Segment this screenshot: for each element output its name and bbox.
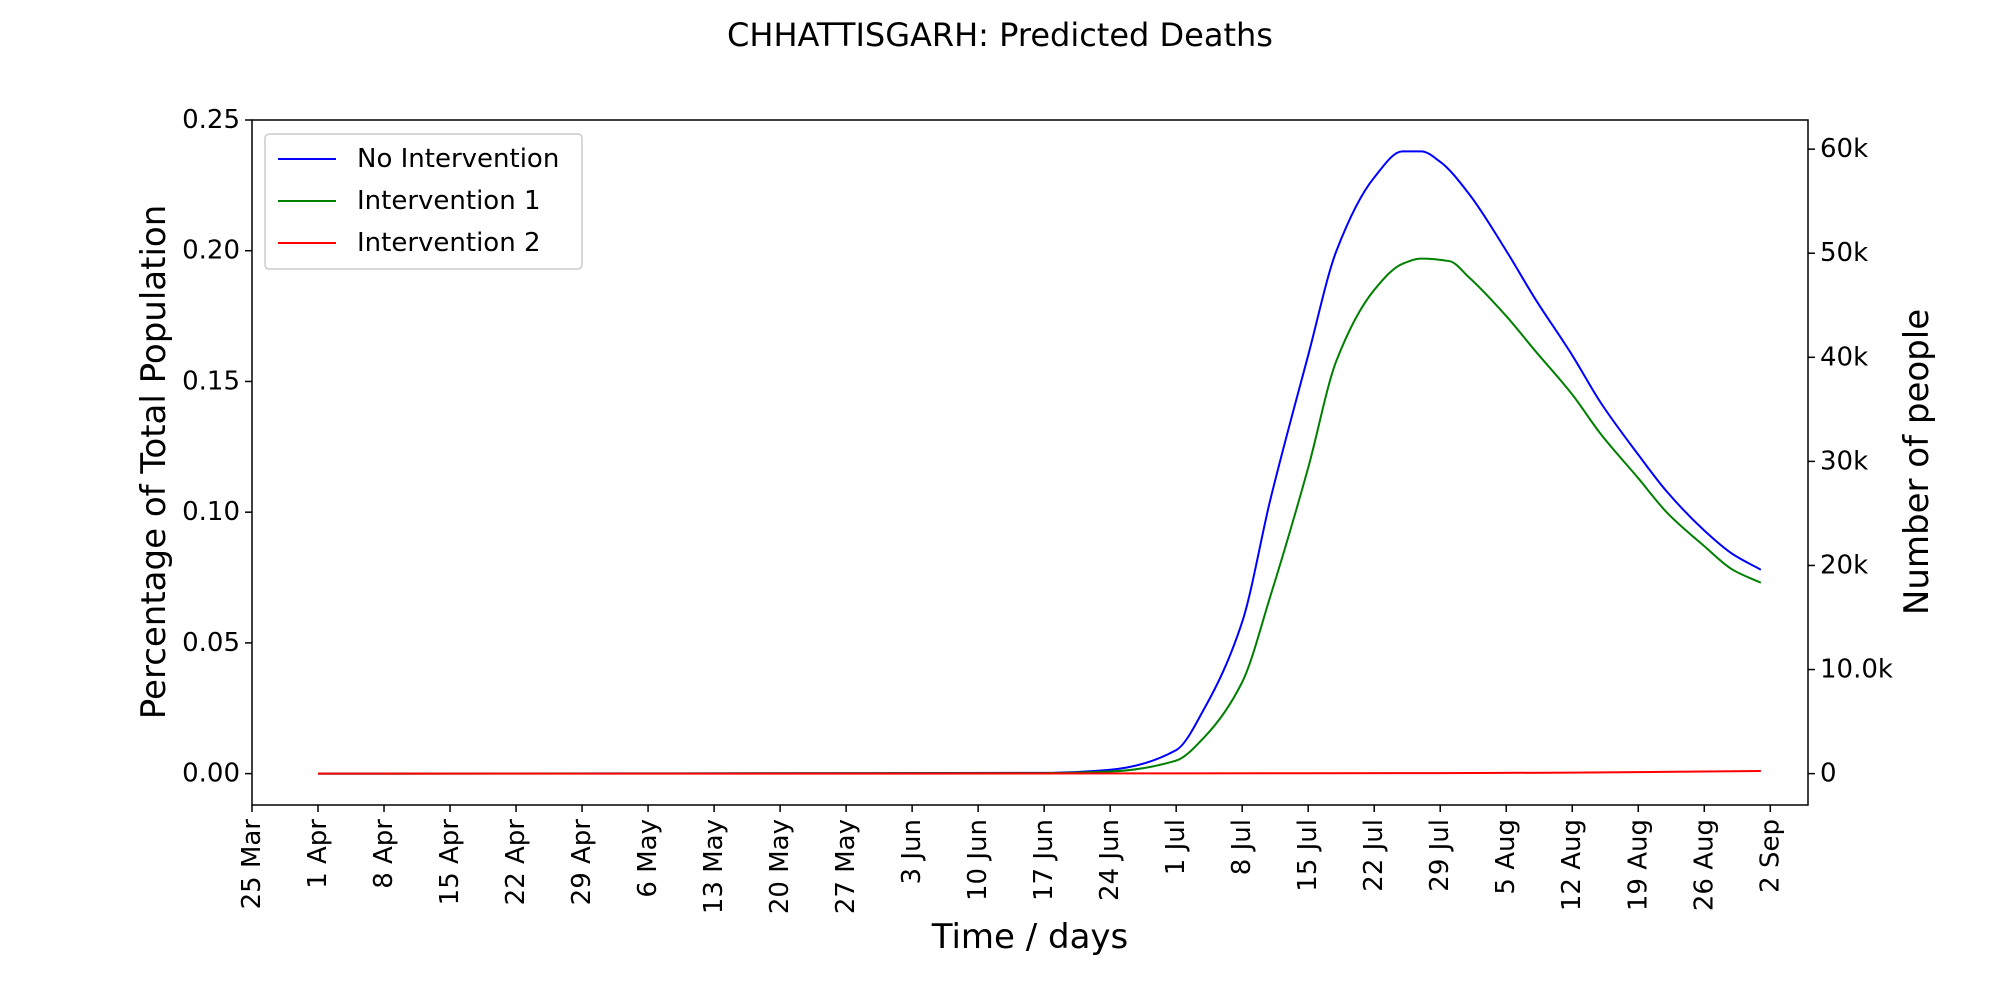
y2-tick-label: 10.0k	[1820, 655, 1893, 685]
x-tick-label: 15 Jul	[1293, 819, 1323, 892]
x-tick-label: 25 Mar	[237, 819, 267, 910]
legend-items: No Intervention Intervention 1 Interventio…	[278, 144, 559, 258]
legend-label-no-intervention: No Intervention	[357, 144, 559, 174]
x-tick-label: 1 Jul	[1161, 819, 1191, 875]
y-axis-label: Percentage of Total Population	[134, 205, 174, 720]
x-tick-label: 12 Aug	[1557, 819, 1587, 911]
legend-label-intervention-2: Intervention 2	[357, 228, 541, 258]
x-axis-label: Time / days	[931, 917, 1129, 957]
plot-frame	[251, 119, 1809, 806]
y2-tick-label: 40k	[1820, 342, 1868, 372]
x-tick-label: 8 Jul	[1227, 819, 1257, 875]
x-tick-label: 22 Apr	[501, 819, 531, 906]
y-axis: 0.00 0.05 0.10 0.15 0.20 0.25	[182, 105, 252, 789]
y2-tick-label: 50k	[1820, 238, 1868, 268]
legend-box	[264, 133, 583, 270]
legend: No Intervention Intervention 1 Interventio…	[264, 133, 583, 270]
x-tick-label: 29 Apr	[567, 819, 597, 906]
y-tick-label: 0.20	[182, 236, 240, 266]
secondary-y-axis: 0 10.0k 20k 30k 40k 50k 60k	[1808, 134, 1893, 789]
series-line-no-intervention	[318, 150, 1762, 775]
x-tick-label: 5 Aug	[1491, 819, 1521, 895]
x-tick-label: 29 Jul	[1425, 819, 1455, 892]
x-tick-label: 10 Jun	[963, 819, 993, 901]
y-tick-label: 0.05	[182, 628, 240, 658]
y-tick-label: 0.00	[182, 759, 240, 789]
x-axis: 25 Mar 1 Apr 8 Apr 15 Apr 22 Apr 29 Apr 6 May 1…	[237, 805, 1785, 914]
y2-tick-label: 60k	[1820, 134, 1868, 164]
plot-lines	[318, 150, 1762, 775]
x-tick-label: 17 Jun	[1029, 819, 1059, 901]
x-tick-label: 24 Jun	[1095, 819, 1125, 901]
y2-axis-label: Number of people	[1897, 309, 1937, 615]
x-tick-label: 22 Jul	[1359, 819, 1389, 892]
legend-label-intervention-1: Intervention 1	[357, 186, 541, 216]
y-tick-label: 0.10	[182, 497, 240, 527]
y-tick-label: 0.25	[182, 105, 240, 135]
x-tick-label: 8 Apr	[369, 819, 399, 889]
x-tick-label: 20 May	[765, 819, 795, 914]
x-tick-label: 27 May	[831, 819, 861, 914]
x-tick-label: 6 May	[633, 819, 663, 898]
x-tick-label: 26 Aug	[1689, 819, 1719, 911]
x-tick-label: 19 Aug	[1623, 819, 1653, 911]
y2-tick-label: 20k	[1820, 550, 1868, 580]
x-tick-label: 2 Sep	[1755, 819, 1785, 893]
x-tick-label: 15 Apr	[435, 819, 465, 906]
y-tick-label: 0.15	[182, 366, 240, 396]
x-tick-label: 3 Jun	[897, 819, 927, 884]
y2-tick-label: 30k	[1820, 446, 1868, 476]
chart-title: CHHATTISGARH: Predicted Deaths	[727, 16, 1273, 54]
x-tick-label: 13 May	[699, 819, 729, 914]
x-tick-label: 1 Apr	[303, 819, 333, 889]
y2-tick-label: 0	[1820, 759, 1837, 789]
series-line-intervention-1	[318, 257, 1762, 775]
series-line-intervention-2	[318, 770, 1761, 775]
